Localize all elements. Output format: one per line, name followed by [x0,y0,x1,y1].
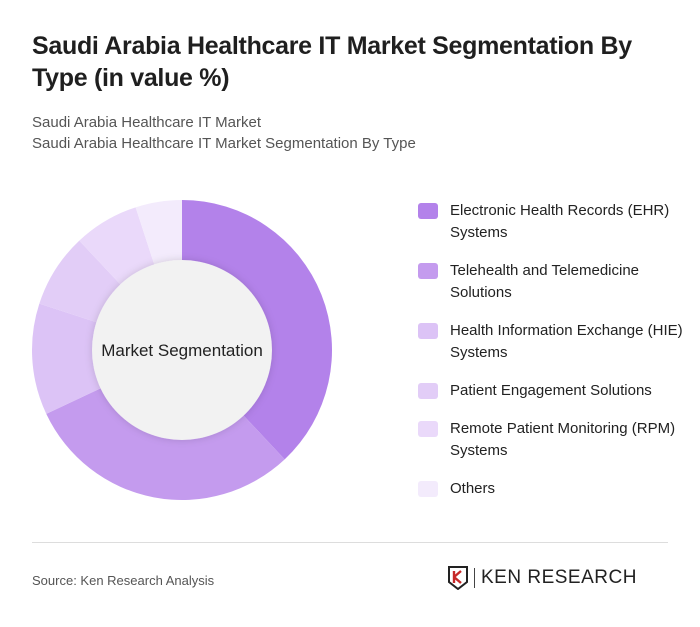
legend-swatch [418,421,438,437]
subtitle-segmentation: Saudi Arabia Healthcare IT Market Segmen… [32,135,416,152]
legend-label: Health Information Exchange (HIE) System… [450,322,683,361]
logo-separator [474,568,475,588]
legend-item[interactable]: Telehealth and Telemedicine Solutions [418,260,688,304]
divider [32,542,668,543]
subtitle-market: Saudi Arabia Healthcare IT Market [32,114,262,131]
legend-item[interactable]: Patient Engagement Solutions [418,380,688,402]
legend-item[interactable]: Electronic Health Records (EHR) Systems [418,200,688,244]
legend-label: Electronic Health Records (EHR) Systems [450,202,670,241]
legend-label: Others [450,480,496,497]
legend-item[interactable]: Remote Patient Monitoring (RPM) Systems [418,418,688,462]
legend-swatch [418,323,438,339]
legend-swatch [418,383,438,399]
donut-center [92,260,272,440]
source-note: Source: Ken Research Analysis [32,573,215,588]
legend-item[interactable]: Others [418,478,688,500]
legend: Electronic Health Records (EHR) Systems T… [418,200,688,516]
center-label: Market Segmentation [101,341,263,360]
legend-swatch [418,203,438,219]
logo-shield-icon [448,566,468,590]
donut-chart: Market Segmentation [31,200,333,501]
legend-swatch [418,481,438,497]
legend-label: Remote Patient Monitoring (RPM) Systems [450,420,676,459]
ken-research-logo: KEN RESEARCH [447,566,637,590]
legend-label: Patient Engagement Solutions [450,382,652,399]
legend-item[interactable]: Health Information Exchange (HIE) System… [418,320,688,364]
chart-title: Saudi Arabia Healthcare IT Market Segmen… [32,32,632,92]
logo-text: KEN RESEARCH [481,567,637,588]
legend-swatch [418,263,438,279]
legend-label: Telehealth and Telemedicine Solutions [450,262,640,301]
